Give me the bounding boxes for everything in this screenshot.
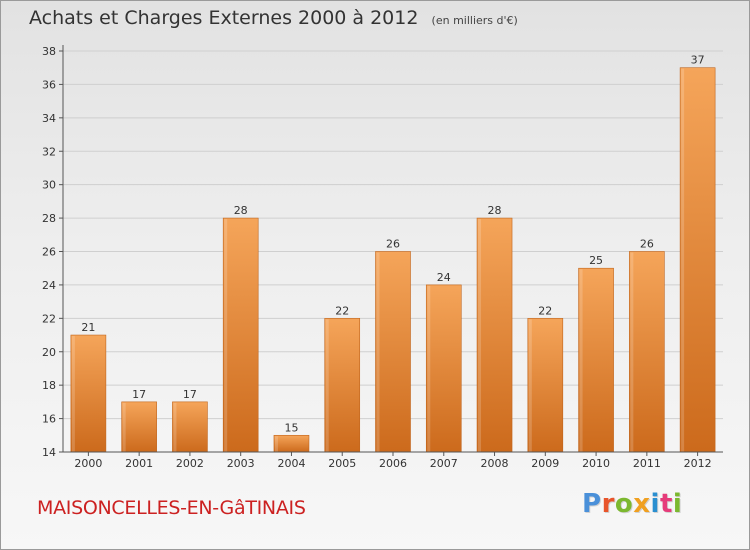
y-tick-label: 16 bbox=[42, 413, 56, 426]
bar-highlight bbox=[122, 402, 126, 452]
brand-letter: o bbox=[614, 489, 634, 519]
bar bbox=[578, 267, 614, 453]
y-tick-label: 26 bbox=[42, 246, 56, 259]
data-label: 15 bbox=[284, 421, 298, 434]
x-tick-label: 2001 bbox=[125, 457, 153, 470]
bar bbox=[172, 401, 208, 453]
x-tick-label: 2005 bbox=[328, 457, 356, 470]
bar-highlight bbox=[274, 436, 278, 452]
brand-letter: P bbox=[582, 489, 602, 519]
x-tick-label: 2003 bbox=[227, 457, 255, 470]
data-label: 37 bbox=[691, 54, 705, 67]
data-label: 21 bbox=[81, 321, 95, 334]
x-tick-label: 2008 bbox=[481, 457, 509, 470]
data-label: 26 bbox=[386, 238, 400, 251]
data-label: 28 bbox=[234, 204, 248, 217]
data-label: 22 bbox=[335, 304, 349, 317]
bar-highlight bbox=[528, 319, 532, 452]
data-label: 24 bbox=[437, 271, 451, 284]
bar bbox=[273, 434, 310, 453]
brand-logo: Proxiti bbox=[582, 489, 682, 519]
data-label: 17 bbox=[183, 388, 197, 401]
x-tick-label: 2011 bbox=[633, 457, 661, 470]
bar-highlight bbox=[579, 269, 583, 452]
x-tick-label: 2009 bbox=[531, 457, 559, 470]
bar bbox=[324, 318, 361, 453]
y-tick-label: 36 bbox=[42, 78, 56, 91]
y-tick-label: 38 bbox=[42, 45, 56, 58]
x-tick-label: 2007 bbox=[430, 457, 458, 470]
bar-highlight bbox=[224, 219, 228, 452]
bar bbox=[70, 334, 107, 453]
brand-letter: i bbox=[672, 489, 683, 519]
bar bbox=[629, 251, 665, 453]
brand-letter: r bbox=[601, 489, 615, 519]
y-tick-label: 22 bbox=[42, 312, 56, 325]
bar-highlight bbox=[427, 285, 431, 452]
y-tick-label: 18 bbox=[42, 379, 56, 392]
x-tick-label: 2006 bbox=[379, 457, 407, 470]
data-label: 22 bbox=[538, 304, 552, 317]
bar bbox=[425, 284, 462, 453]
bar bbox=[476, 217, 513, 453]
data-label: 28 bbox=[488, 204, 502, 217]
axes: 14 16 18 20 22 24 26 28 30 32 34 36 38 2000 2001 2002 20… bbox=[42, 45, 723, 470]
x-tick-label: 2010 bbox=[582, 457, 610, 470]
chart-title: Achats et Charges Externes 2000 à 2012 bbox=[29, 7, 419, 29]
bar-highlight bbox=[71, 336, 75, 452]
x-tick-label: 2012 bbox=[684, 457, 712, 470]
y-tick-label: 28 bbox=[42, 212, 56, 225]
brand-letter: t bbox=[659, 489, 673, 519]
brand-letter: i bbox=[650, 489, 660, 519]
bar-highlight bbox=[478, 219, 482, 452]
y-tick-label: 20 bbox=[42, 346, 56, 359]
chart-unit: (en milliers d'€) bbox=[431, 14, 518, 27]
y-tick-label: 24 bbox=[42, 279, 56, 292]
x-tick-label: 2004 bbox=[277, 457, 305, 470]
y-tick-label: 14 bbox=[42, 446, 56, 459]
bar-highlight bbox=[630, 252, 634, 452]
bar bbox=[527, 318, 564, 453]
bar-highlight bbox=[681, 68, 685, 452]
bar bbox=[222, 217, 259, 453]
title-block: Achats et Charges Externes 2000 à 2012 (… bbox=[29, 7, 518, 29]
place-name: MAISONCELLES-EN-GâTINAIS bbox=[37, 497, 306, 519]
data-label: 25 bbox=[589, 254, 603, 267]
bar-highlight bbox=[376, 252, 380, 452]
y-tick-label: 30 bbox=[42, 179, 56, 192]
x-tick-label: 2000 bbox=[74, 457, 102, 470]
bar bbox=[121, 401, 157, 453]
y-tick-label: 32 bbox=[42, 145, 56, 158]
bar-highlight bbox=[325, 319, 329, 452]
bar bbox=[375, 251, 411, 453]
x-tick-label: 2002 bbox=[176, 457, 204, 470]
brand-letter: x bbox=[633, 489, 651, 519]
bars: 21 17 17 28 15 22 26 24 28 22 25 26 37 bbox=[70, 54, 716, 453]
data-label: 17 bbox=[132, 388, 146, 401]
data-label: 26 bbox=[640, 238, 654, 251]
y-tick-label: 34 bbox=[42, 112, 56, 125]
bar bbox=[679, 67, 716, 453]
bar-highlight bbox=[173, 402, 177, 452]
